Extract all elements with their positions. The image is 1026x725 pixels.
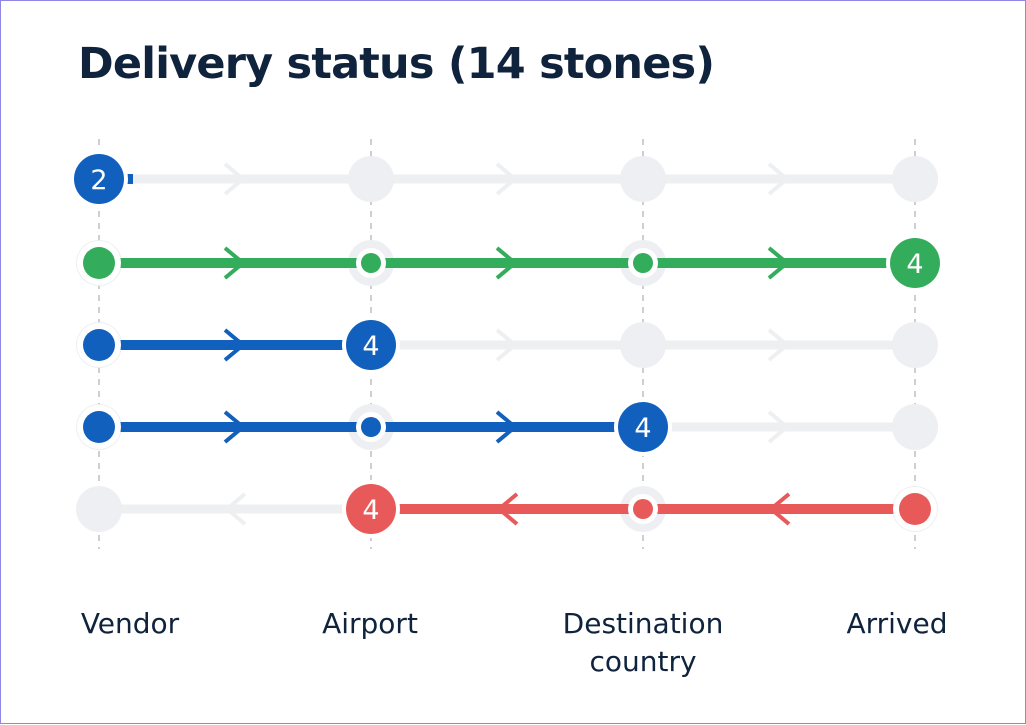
track-chevron-row-0-0: [223, 162, 247, 196]
node-dot-row-4-stage-3: [899, 493, 931, 525]
flow-chevron-row-3-1: [495, 410, 519, 444]
flow-chevron-row-1-0: [223, 246, 247, 280]
count-label-row-2: 4: [362, 331, 379, 362]
count-label-row-0: 2: [90, 165, 107, 196]
track-chevron-row-2-2: [767, 328, 791, 362]
flow-chevron-row-4-1: [495, 492, 519, 526]
chart-title: Delivery status (14 stones): [78, 39, 715, 89]
node-dot-row-1-stage-1: [361, 253, 381, 273]
flow-chevron-row-4-2: [767, 492, 791, 526]
track-chevron-row-2-1: [495, 328, 519, 362]
track-chevron-row-0-1: [495, 162, 519, 196]
count-bubble-row-3: [618, 402, 668, 452]
empty-node-row-0-stage-1: [348, 156, 394, 202]
node-dot-row-3-stage-1: [361, 417, 381, 437]
empty-node-row-2-stage-2: [620, 322, 666, 368]
stage-label-vendor: Vendor: [80, 607, 180, 640]
empty-node-row-2-stage-3: [892, 322, 938, 368]
node-dot-row-1-stage-2: [633, 253, 653, 273]
flow-chevron-row-1-2: [767, 246, 791, 280]
count-label-row-3: 4: [634, 413, 651, 444]
node-dot-row-1-stage-0: [83, 247, 115, 279]
count-label-row-1: 4: [906, 249, 923, 280]
flow-chevron-row-3-0: [223, 410, 247, 444]
track-chevron-row-0-2: [767, 162, 791, 196]
node-dot-row-2-stage-0: [83, 329, 115, 361]
track-chevron-row-3-2: [767, 410, 791, 444]
empty-node-row-0-stage-2: [620, 156, 666, 202]
node-dot-row-4-stage-2: [633, 499, 653, 519]
flow-chevron-row-1-1: [495, 246, 519, 280]
stage-label-arrived: Arrived: [846, 607, 948, 640]
flow-stub-row-0: [127, 174, 133, 184]
stage-label-airport: Airport: [322, 607, 418, 640]
count-label-row-4: 4: [362, 495, 379, 526]
track-chevron-row-4-0: [223, 492, 247, 526]
count-bubble-row-4: [346, 484, 396, 534]
stage-label-destination-country: Destination country: [562, 607, 724, 678]
empty-node-row-3-stage-3: [892, 404, 938, 450]
empty-node-row-4-stage-0: [76, 486, 122, 532]
count-bubble-row-0: [74, 154, 124, 204]
flow-chevron-row-2-0: [223, 328, 247, 362]
node-dot-row-3-stage-0: [83, 411, 115, 443]
count-bubble-row-2: [346, 320, 396, 370]
count-bubble-row-1: [890, 238, 940, 288]
empty-node-row-0-stage-3: [892, 156, 938, 202]
